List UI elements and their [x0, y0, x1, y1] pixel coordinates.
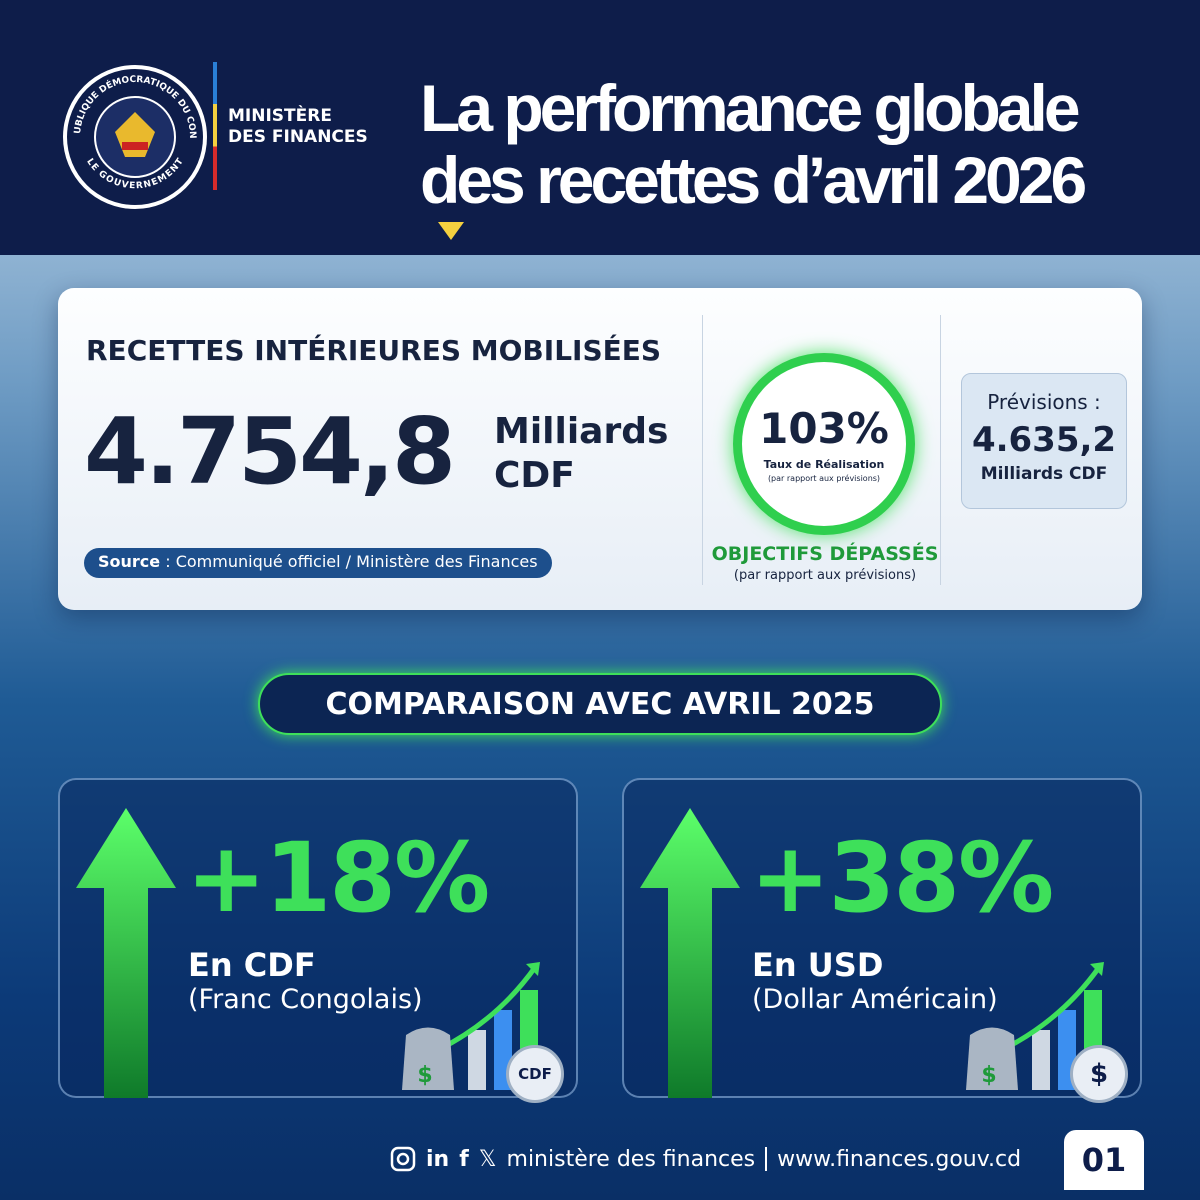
- unit-line: Milliards: [494, 411, 669, 452]
- amount: 4.754,8: [84, 398, 456, 505]
- currency: En USD: [752, 946, 884, 984]
- ministry-line: MINISTÈRE: [228, 106, 332, 126]
- separator: [765, 1147, 768, 1171]
- footer-name: ministère des finances: [506, 1146, 756, 1172]
- coin: CDF: [506, 1045, 564, 1103]
- coin-label: $: [981, 1063, 997, 1088]
- divider: [702, 315, 703, 585]
- coin-label: $: [417, 1063, 433, 1088]
- rate-ring: [733, 353, 915, 535]
- source-label: Source: [98, 552, 161, 571]
- source: Source : Communiqué officiel / Ministère…: [84, 548, 552, 578]
- description: (Dollar Américain): [752, 984, 998, 1015]
- footer-website: www.finances.gouv.cd: [777, 1146, 1022, 1172]
- forecast-amount: 4.635,2: [971, 420, 1117, 460]
- change: +38%: [750, 822, 1054, 934]
- flag-bar: [213, 62, 217, 190]
- unit-line: CDF: [494, 455, 575, 496]
- social-icon: f: [459, 1146, 469, 1172]
- page-number: 01: [1064, 1130, 1144, 1190]
- growth-icon: [962, 960, 1132, 1104]
- amount-unit: Milliards CDF: [494, 410, 668, 498]
- card-heading: RECETTES INTÉRIEURES MOBILISÉES: [86, 334, 662, 367]
- arrow-shape: [640, 808, 740, 1098]
- forecast-unit: Milliards CDF: [980, 464, 1108, 484]
- forecast-box: [961, 373, 1127, 509]
- source-text: : Communiqué officiel / Ministère des Fi…: [160, 552, 538, 571]
- ministry-line: DES FINANCES: [228, 127, 368, 147]
- status-note: (par rapport aux prévisions): [733, 568, 917, 583]
- growth-chart: [966, 962, 1104, 1090]
- social-icon: in: [426, 1146, 450, 1172]
- up-arrow: [76, 808, 176, 1102]
- comparison-title: COMPARAISON AVEC AVRIL 2025: [325, 687, 875, 722]
- up-arrow: [640, 808, 740, 1102]
- title-line: La performance globale: [420, 71, 1081, 145]
- coin: $: [1070, 1045, 1128, 1103]
- rate-label: Taux de Réalisation: [763, 458, 885, 471]
- social-icon: 𝕏: [478, 1146, 497, 1172]
- arrow-shape: [76, 808, 176, 1098]
- footer: in f 𝕏 ministère des finances www.financ…: [390, 1146, 1021, 1172]
- instagram-icon: [390, 1146, 416, 1172]
- rate-note: (par rapport aux prévisions): [767, 474, 881, 483]
- divider: [940, 315, 941, 585]
- status-label: OBJECTIFS DÉPASSÉS: [711, 543, 939, 565]
- title-line: des recettes d’avril 2026: [420, 143, 1087, 217]
- rate-value: 103%: [759, 404, 889, 453]
- logo: RÉPUBLIQUE DÉMOCRATIQUE DU CONGO LE GOUV…: [60, 62, 207, 209]
- currency: En CDF: [188, 946, 316, 984]
- ministry: MINISTÈRE DES FINANCES: [228, 106, 368, 148]
- forecast-label: Prévisions :: [987, 390, 1101, 414]
- change: +18%: [186, 822, 490, 934]
- pointer: [438, 222, 464, 240]
- comparison-pill: [258, 673, 942, 735]
- description: (Franc Congolais): [188, 984, 423, 1015]
